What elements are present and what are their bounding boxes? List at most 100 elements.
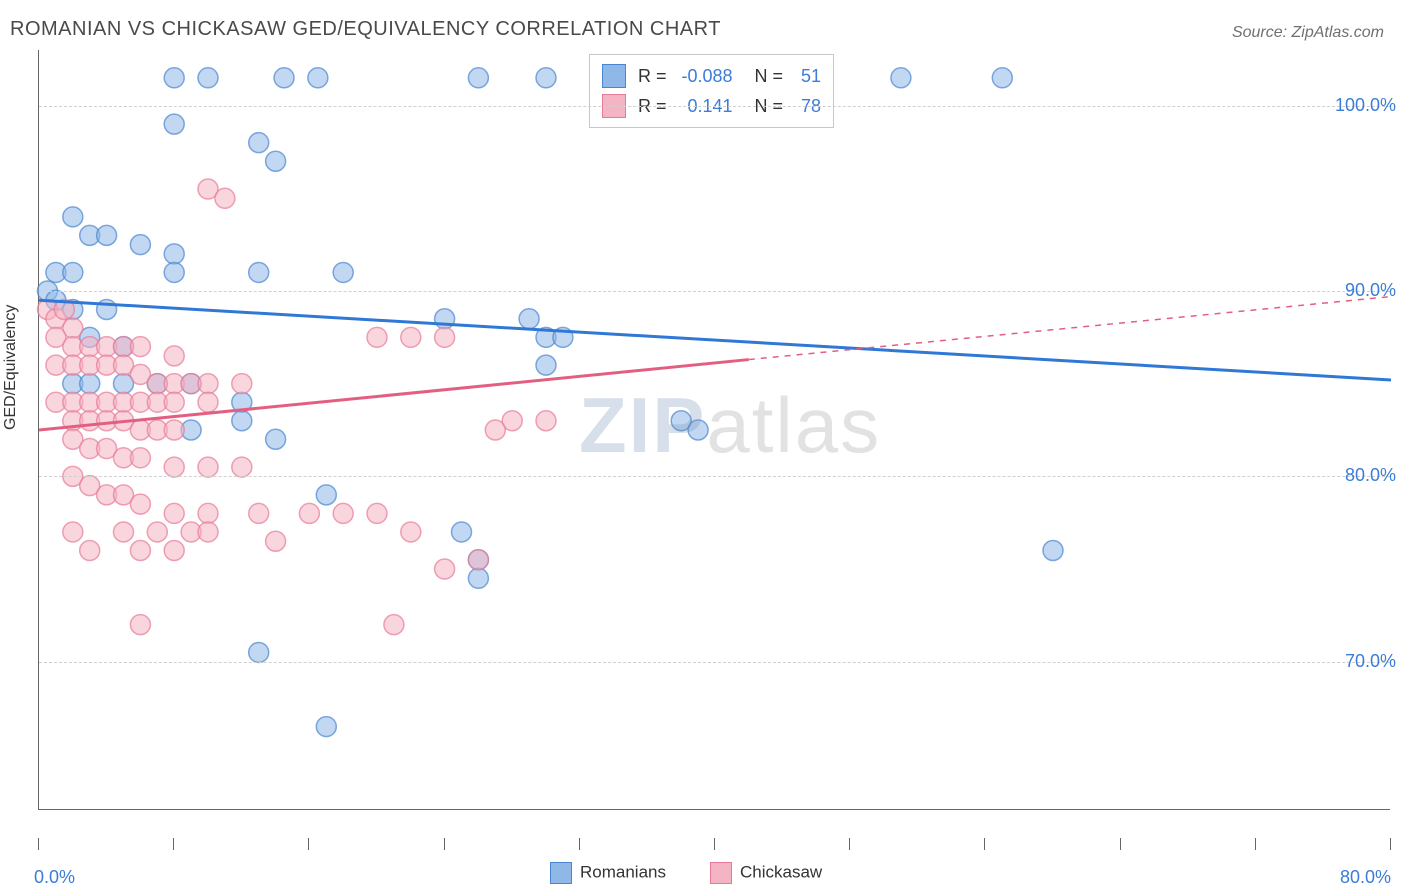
data-point-chickasaw [435,327,455,347]
x-tick-label: 80.0% [1340,867,1391,888]
data-point-romanians [452,522,472,542]
chart-container: ROMANIAN VS CHICKASAW GED/EQUIVALENCY CO… [0,0,1406,892]
data-point-chickasaw [164,392,184,412]
y-axis-label: GED/Equivalency [2,305,20,430]
legend-item-romanians: Romanians [550,862,666,884]
legend-swatch-chickasaw [710,862,732,884]
chart-svg [39,50,1390,809]
x-tick-label: 0.0% [34,867,75,888]
data-point-chickasaw [215,188,235,208]
data-point-chickasaw [198,392,218,412]
y-tick-label: 70.0% [1345,651,1396,672]
data-point-chickasaw [198,522,218,542]
x-tick [1255,838,1256,850]
r-label: R = [638,66,667,87]
data-point-romanians [130,235,150,255]
data-point-romanians [63,207,83,227]
legend-swatch-romanians [550,862,572,884]
legend-label: Romanians [580,862,666,881]
data-point-chickasaw [130,337,150,357]
data-point-romanians [164,244,184,264]
data-point-romanians [536,68,556,88]
data-point-romanians [308,68,328,88]
correlation-stats-box: R =-0.088N =51R =0.141N =78 [589,54,834,128]
data-point-romanians [164,114,184,134]
data-point-romanians [266,429,286,449]
data-point-chickasaw [232,457,252,477]
data-point-romanians [333,262,353,282]
data-point-romanians [316,717,336,737]
data-point-chickasaw [164,457,184,477]
data-point-romanians [249,262,269,282]
data-point-romanians [266,151,286,171]
data-point-romanians [519,309,539,329]
gridline [39,291,1390,292]
data-point-chickasaw [147,522,167,542]
data-point-romanians [198,68,218,88]
data-point-chickasaw [198,457,218,477]
y-tick-label: 80.0% [1345,465,1396,486]
data-point-romanians [316,485,336,505]
x-tick [1120,838,1121,850]
swatch-romanians [602,64,626,88]
data-point-chickasaw [384,615,404,635]
data-point-chickasaw [198,503,218,523]
legend-item-chickasaw: Chickasaw [710,862,822,884]
data-point-romanians [1043,540,1063,560]
trend-line-romanians [39,300,1391,380]
x-tick [38,838,39,850]
x-tick [714,838,715,850]
data-point-chickasaw [130,540,150,560]
gridline [39,106,1390,107]
data-point-romanians [274,68,294,88]
data-point-romanians [992,68,1012,88]
data-point-chickasaw [130,494,150,514]
x-tick [173,838,174,850]
trend-line-dashed-chickasaw [749,297,1391,360]
gridline [39,662,1390,663]
data-point-chickasaw [468,550,488,570]
gridline [39,476,1390,477]
data-point-chickasaw [164,346,184,366]
data-point-romanians [164,262,184,282]
x-tick [984,838,985,850]
data-point-chickasaw [164,420,184,440]
data-point-chickasaw [198,374,218,394]
source-attribution: Source: ZipAtlas.com [1232,24,1384,42]
n-label: N = [755,66,784,87]
plot-area: ZIPatlas R =-0.088N =51R =0.141N =78 [38,50,1390,810]
data-point-chickasaw [249,503,269,523]
y-tick-label: 100.0% [1335,95,1396,116]
data-point-chickasaw [536,411,556,431]
r-value: -0.088 [671,66,733,87]
data-point-romanians [536,355,556,375]
data-point-romanians [468,68,488,88]
x-tick [308,838,309,850]
stat-row-romanians: R =-0.088 N =51 [602,61,821,91]
data-point-romanians [97,225,117,245]
data-point-chickasaw [401,522,421,542]
x-tick [579,838,580,850]
data-point-chickasaw [333,503,353,523]
data-point-chickasaw [232,374,252,394]
data-point-chickasaw [401,327,421,347]
data-point-chickasaw [130,448,150,468]
data-point-romanians [891,68,911,88]
data-point-chickasaw [80,540,100,560]
data-point-romanians [249,642,269,662]
x-tick [1390,838,1391,850]
data-point-chickasaw [485,420,505,440]
data-point-chickasaw [367,327,387,347]
data-point-chickasaw [63,522,83,542]
data-point-chickasaw [367,503,387,523]
data-point-chickasaw [114,522,134,542]
data-point-chickasaw [164,540,184,560]
data-point-chickasaw [435,559,455,579]
data-point-romanians [249,133,269,153]
y-tick-label: 90.0% [1345,280,1396,301]
data-point-romanians [80,374,100,394]
n-value: 51 [787,66,821,87]
data-point-chickasaw [266,531,286,551]
data-point-romanians [63,262,83,282]
x-tick [444,838,445,850]
